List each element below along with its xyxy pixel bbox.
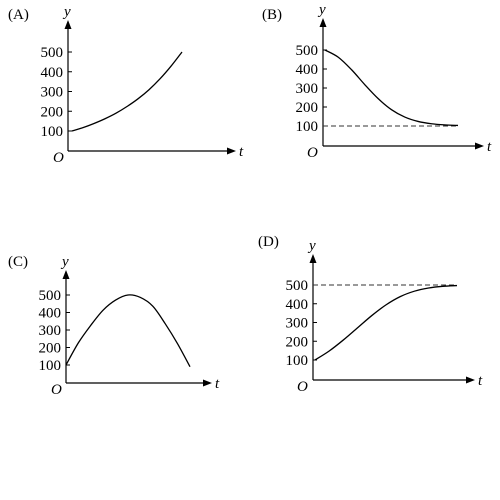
y-axis-arrow-a xyxy=(64,20,72,29)
x-axis-label-a: t xyxy=(239,144,244,160)
y-tick-label-b-100: 100 xyxy=(296,119,319,135)
panel-label-b: (B) xyxy=(262,7,282,23)
panel-d: (D) y t O 100 200 300 400 500 xyxy=(258,234,483,395)
y-tick-label-a-200: 200 xyxy=(41,104,64,120)
panel-label-c: (C) xyxy=(8,254,28,270)
origin-label-c: O xyxy=(51,382,62,398)
panel-label-d: (D) xyxy=(258,234,279,250)
y-tick-label-d-100: 100 xyxy=(286,353,309,369)
y-tick-label-c-300: 300 xyxy=(39,323,62,339)
origin-label-a: O xyxy=(53,150,64,166)
curve-d xyxy=(314,284,458,361)
panel-label-a: (A) xyxy=(8,7,29,23)
panel-a: (A) y t O 100 200 300 400 500 xyxy=(8,4,244,166)
y-tick-label-d-300: 300 xyxy=(286,316,309,332)
curve-c xyxy=(65,294,191,368)
y-tick-label-a-100: 100 xyxy=(41,124,64,140)
y-axis-arrow-c xyxy=(62,270,70,279)
y-tick-label-c-400: 400 xyxy=(39,306,62,322)
y-axis-arrow-b xyxy=(319,18,327,27)
y-axis-label-b: y xyxy=(317,2,326,18)
y-tick-label-d-400: 400 xyxy=(286,297,309,313)
panel-b: (B) y t O 100 200 300 400 500 xyxy=(262,2,492,161)
curve-a xyxy=(71,51,183,132)
x-axis-arrow-b xyxy=(475,142,484,150)
y-tick-label-b-500: 500 xyxy=(296,43,319,59)
y-tick-label-d-200: 200 xyxy=(286,334,309,350)
y-tick-label-b-300: 300 xyxy=(296,81,319,97)
x-axis-label-d: t xyxy=(478,373,483,389)
curve-b xyxy=(324,49,459,127)
y-tick-label-a-300: 300 xyxy=(41,85,64,101)
y-axis-label-a: y xyxy=(62,4,71,20)
x-axis-label-b: t xyxy=(487,139,492,155)
origin-label-d: O xyxy=(297,379,308,395)
y-tick-label-b-400: 400 xyxy=(296,62,319,78)
y-tick-label-c-100: 100 xyxy=(39,358,62,374)
origin-label-b: O xyxy=(307,145,318,161)
y-tick-label-a-400: 400 xyxy=(41,65,64,81)
x-axis-arrow-a xyxy=(227,147,236,155)
y-tick-label-c-500: 500 xyxy=(39,288,62,304)
y-tick-label-b-200: 200 xyxy=(296,100,319,116)
y-tick-label-d-500: 500 xyxy=(286,278,309,294)
y-tick-label-a-500: 500 xyxy=(41,45,64,61)
x-axis-label-c: t xyxy=(215,376,220,392)
x-axis-arrow-c xyxy=(203,379,212,387)
y-axis-label-c: y xyxy=(60,254,69,270)
y-axis-label-d: y xyxy=(307,238,316,254)
y-axis-arrow-d xyxy=(309,254,317,263)
y-tick-label-c-200: 200 xyxy=(39,341,62,357)
x-axis-arrow-d xyxy=(466,376,475,384)
